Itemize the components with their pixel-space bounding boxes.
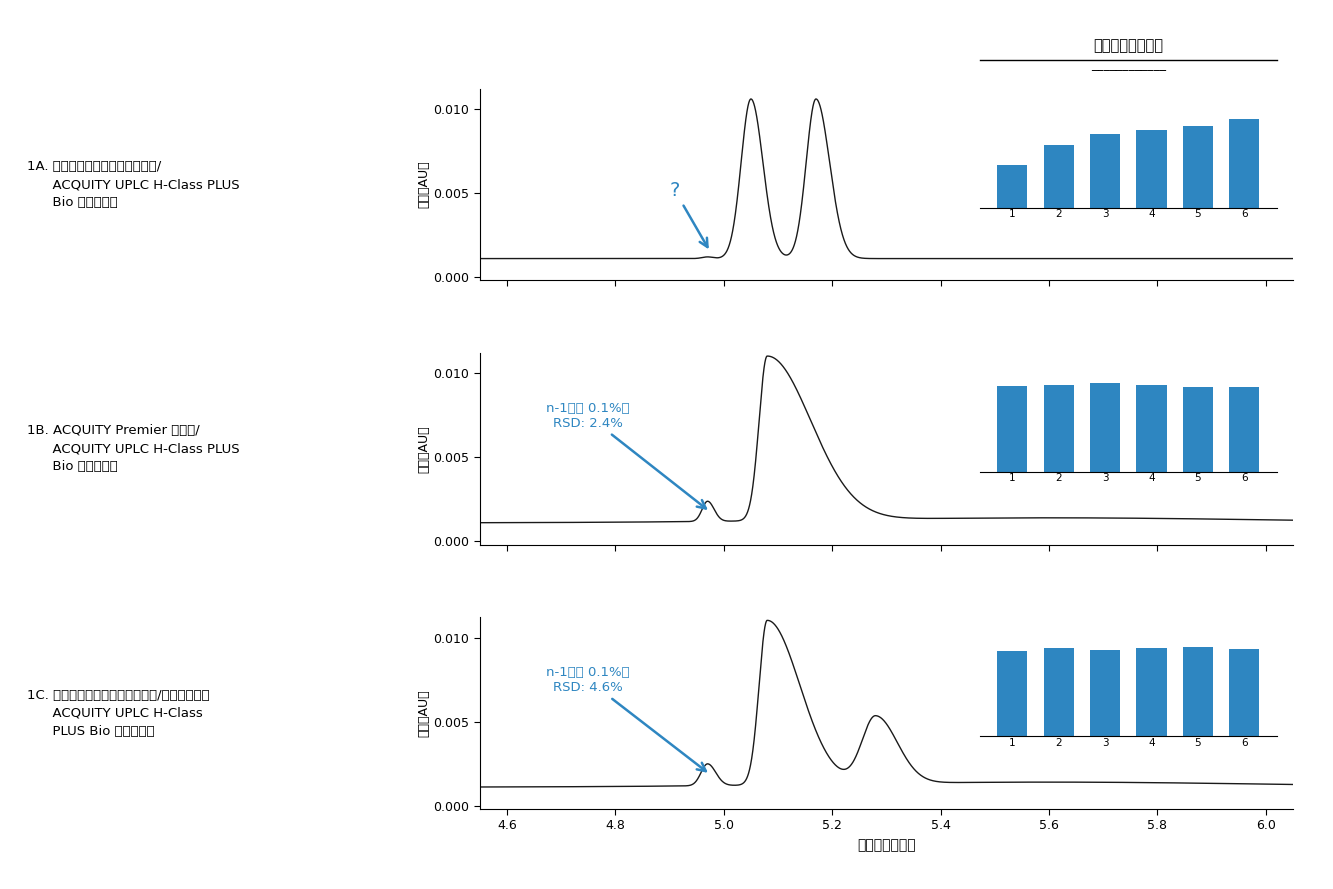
Text: 1C. ステンレススチール製カラム/不動態化した
      ACQUITY UPLC H-Class
      PLUS Bio バイナリー: 1C. ステンレススチール製カラム/不動態化した ACQUITY UPLC H-… xyxy=(27,689,209,738)
Text: ?: ? xyxy=(670,181,708,247)
Y-axis label: 強度（AU）: 強度（AU） xyxy=(417,161,431,208)
X-axis label: 保持時間（分）: 保持時間（分） xyxy=(857,838,916,852)
Text: ____________: ____________ xyxy=(1090,58,1166,71)
Text: 1B. ACQUITY Premier カラム/
      ACQUITY UPLC H-Class PLUS
      Bio バイナリー: 1B. ACQUITY Premier カラム/ ACQUITY UPLC H-… xyxy=(27,424,240,474)
Text: n-1（約 0.1%）
RSD: 2.4%: n-1（約 0.1%） RSD: 2.4% xyxy=(547,402,706,509)
Text: n-1（約 0.1%）
RSD: 4.6%: n-1（約 0.1%） RSD: 4.6% xyxy=(547,667,706,771)
Text: 1A. ステンレススチール製カラム/
      ACQUITY UPLC H-Class PLUS
      Bio バイナリー: 1A. ステンレススチール製カラム/ ACQUITY UPLC H-Class … xyxy=(27,160,240,209)
Text: メインピーク面積: メインピーク面積 xyxy=(1093,38,1164,53)
Y-axis label: 強度（AU）: 強度（AU） xyxy=(417,425,431,473)
Y-axis label: 強度（AU）: 強度（AU） xyxy=(417,690,431,737)
